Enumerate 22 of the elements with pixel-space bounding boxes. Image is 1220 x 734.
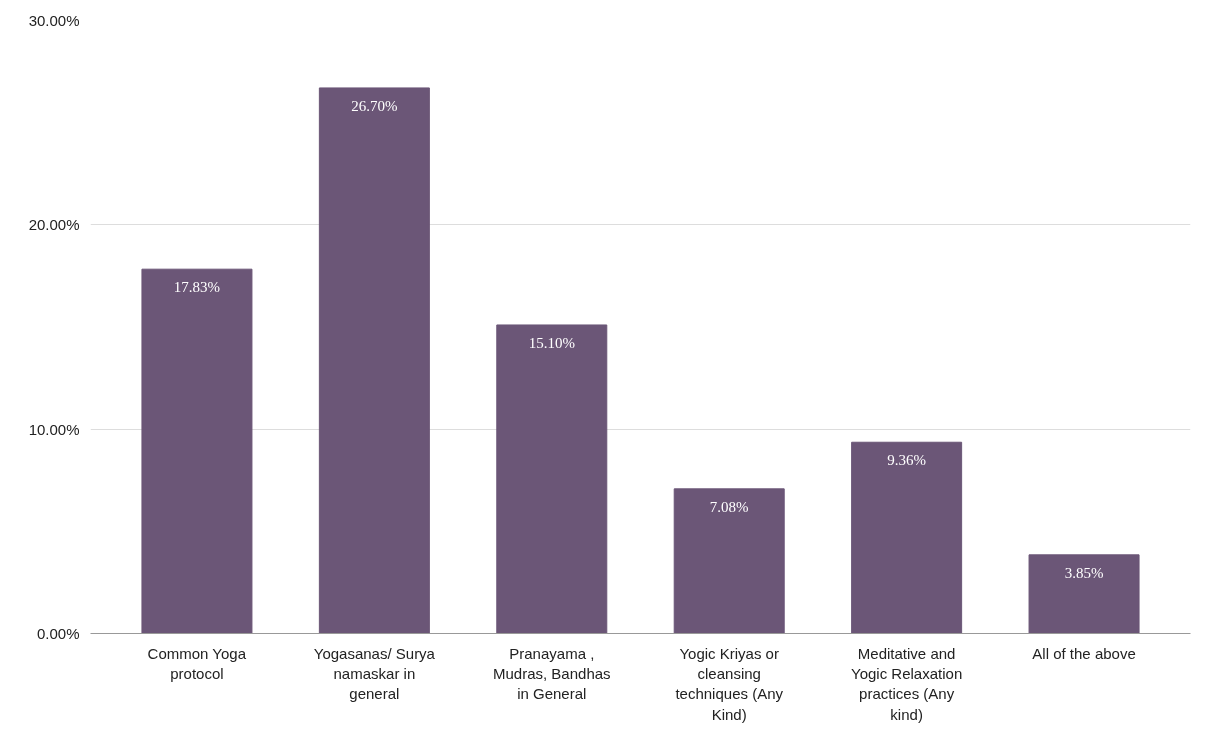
data-label: 26.70% bbox=[351, 97, 398, 114]
x-tick-label: Yogasanas/ Surya namaskar in general bbox=[313, 644, 436, 703]
data-label: 3.85% bbox=[1064, 564, 1104, 581]
data-label: 15.10% bbox=[528, 334, 575, 351]
data-label: 9.36% bbox=[887, 452, 927, 469]
data-label: 17.83% bbox=[173, 279, 221, 296]
x-tick-label: All of the above bbox=[1032, 644, 1136, 662]
x-tick-label: Pranayama , Mudras, Bandhas in General bbox=[493, 644, 611, 703]
bar bbox=[496, 324, 608, 634]
bar bbox=[1028, 554, 1140, 634]
bar bbox=[851, 441, 963, 634]
x-tick-label: Meditative and Yogic Relaxation practices (Any kind) bbox=[851, 644, 963, 723]
bar bbox=[318, 87, 430, 634]
x-tick-label: Common Yoga protocol bbox=[147, 644, 247, 682]
y-tick-label: 10.00% bbox=[28, 420, 80, 438]
y-tick-label: 20.00% bbox=[28, 216, 80, 234]
y-tick-label: 30.00% bbox=[28, 12, 80, 29]
bar bbox=[141, 268, 253, 634]
bar bbox=[673, 488, 785, 634]
x-tick-label: Yogic Kriyas or cleansing techniques (Any Kind) bbox=[675, 644, 784, 723]
y-tick-label: 0.00% bbox=[36, 625, 80, 642]
data-label: 7.08% bbox=[709, 498, 749, 515]
